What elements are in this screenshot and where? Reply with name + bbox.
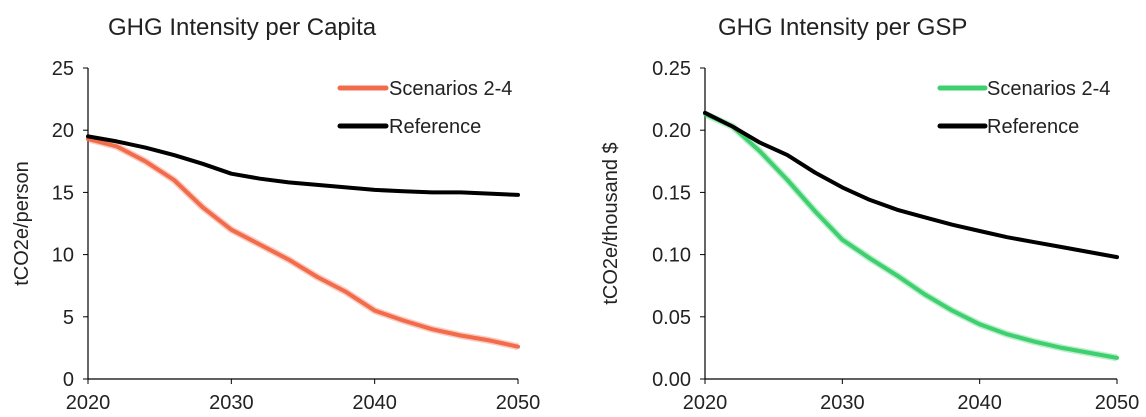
chart-title: GHG Intensity per Capita — [108, 14, 377, 41]
x-tick-label: 2020 — [683, 392, 728, 414]
y-tick-label: 0.25 — [652, 58, 691, 80]
series-line-scenarios-2-4 — [86, 136, 520, 349]
legend-label-scenarios-2-4: Scenarios 2-4 — [987, 78, 1110, 100]
y-tick-label: 0.05 — [652, 307, 691, 329]
y-tick-label: 0.00 — [652, 369, 691, 391]
chart-panel-per-gsp: GHG Intensity per GSP tCO2e/thousand $ 0.0… — [573, 0, 1146, 417]
x-tick-label: 2020 — [66, 392, 111, 414]
chart-panel-per-capita: GHG Intensity per Capita tCO2e/person 0 5 10… — [11, 14, 541, 414]
y-tick-label: 0.10 — [652, 245, 691, 267]
chart-title: GHG Intensity per GSP — [718, 14, 967, 41]
y-tick-label: 0.20 — [652, 120, 691, 142]
x-tick-label: 2030 — [209, 392, 254, 414]
series-band-scenarios-2-4 — [703, 110, 1118, 362]
x-tick-label: 2050 — [496, 392, 541, 414]
y-tick-label: 20 — [52, 120, 74, 142]
x-tick-label: 2040 — [352, 392, 397, 414]
legend-label-scenarios-2-4: Scenarios 2-4 — [389, 78, 512, 100]
y-tick-label: 0.15 — [652, 182, 691, 204]
y-tick-label: 0 — [63, 369, 74, 391]
chart-per-capita: GHG Intensity per Capita tCO2e/person 0 5 10… — [11, 14, 541, 414]
y-tick-label: 10 — [52, 245, 74, 267]
y-axis-label: tCO2e/thousand $ — [600, 142, 622, 304]
x-tick-label: 2030 — [820, 392, 865, 414]
legend-label-reference: Reference — [987, 116, 1079, 138]
series-line-reference — [86, 134, 520, 197]
y-tick-label: 25 — [52, 58, 74, 80]
x-tick-label: 2050 — [1095, 392, 1140, 414]
y-tick-label: 15 — [52, 182, 74, 204]
series-line-scenarios-2-4 — [703, 112, 1119, 360]
x-tick-label: 2040 — [957, 392, 1002, 414]
series-line-reference — [703, 110, 1119, 260]
series-band-scenarios-2-4 — [87, 135, 519, 351]
y-axis-label: tCO2e/person — [11, 161, 33, 286]
chart-per-gsp: GHG Intensity per GSP tCO2e/thousand $ 0.0… — [600, 14, 1140, 414]
legend-label-reference: Reference — [389, 116, 481, 138]
y-tick-label: 5 — [63, 307, 74, 329]
